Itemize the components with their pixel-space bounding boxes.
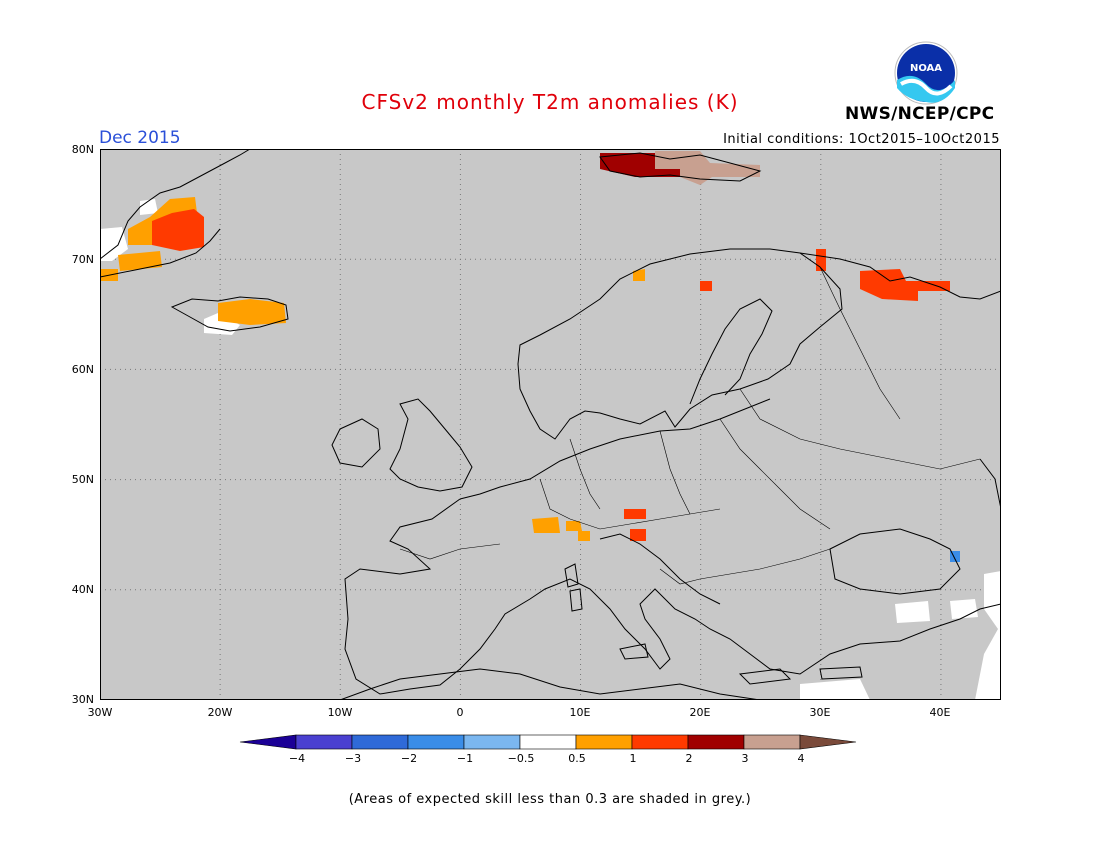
coastlines [100,149,1001,700]
lat-label: 50N [71,473,94,486]
lon-label: 20E [689,706,711,719]
country-borders [399,266,981,585]
colorbar-label: −1 [456,752,474,765]
anomaly-1-2 [152,209,950,541]
lat-label: 60N [71,363,94,376]
colorbar [239,734,857,750]
colorbar-swatch [295,734,353,750]
forecast-month: Dec 2015 [99,128,181,148]
map-frame [100,149,1001,700]
colorbar-label: 2 [685,752,693,765]
colorbar-swatch [687,734,745,750]
anomaly-neg1-neg0p5 [950,551,960,562]
lon-label: 40E [929,706,951,719]
map-title: CFSv2 monthly T2m anomalies (K) [361,90,739,114]
colorbar-label: 1 [629,752,637,765]
colorbar-label: 3 [741,752,749,765]
colorbar-swatch [519,734,577,750]
colorbar-swatch [463,734,521,750]
colorbar-swatch [743,734,801,750]
colorbar-label: 0.5 [568,752,586,765]
colorbar-label: −3 [344,752,362,765]
lon-label: 20W [207,706,233,719]
colorbar-label: −0.5 [507,752,535,765]
colorbar-label: −2 [400,752,418,765]
colorbar-swatch [575,734,633,750]
lat-label: 30N [71,693,94,706]
colorbar-arrow-high [799,734,857,750]
footnote: (Areas of expected skill less than 0.3 a… [348,792,752,807]
lat-label: 80N [71,143,94,156]
colorbar-swatch [631,734,689,750]
map-gridlines [100,149,1001,700]
lon-label: 30E [809,706,831,719]
lon-label: 10W [327,706,353,719]
lat-label: 40N [71,583,94,596]
agency-label: NWS/NCEP/CPC [845,104,995,124]
colorbar-swatch [407,734,465,750]
noaa-logo: NOAA [894,41,958,105]
anomaly-2-3 [600,153,680,177]
initial-conditions: Initial conditions: 1Oct2015–10Oct2015 [723,132,1000,147]
map-background [100,149,1001,700]
lon-label: 0 [456,706,464,719]
lon-label: 30W [87,706,113,719]
colorbar-swatch [351,734,409,750]
lon-label: 10E [569,706,591,719]
anomaly-map [100,149,1001,700]
colorbar-arrow-low [239,734,297,750]
colorbar-label: 4 [797,752,805,765]
noaa-logo-text: NOAA [910,63,942,74]
lat-label: 70N [71,253,94,266]
colorbar-label: −4 [288,752,306,765]
